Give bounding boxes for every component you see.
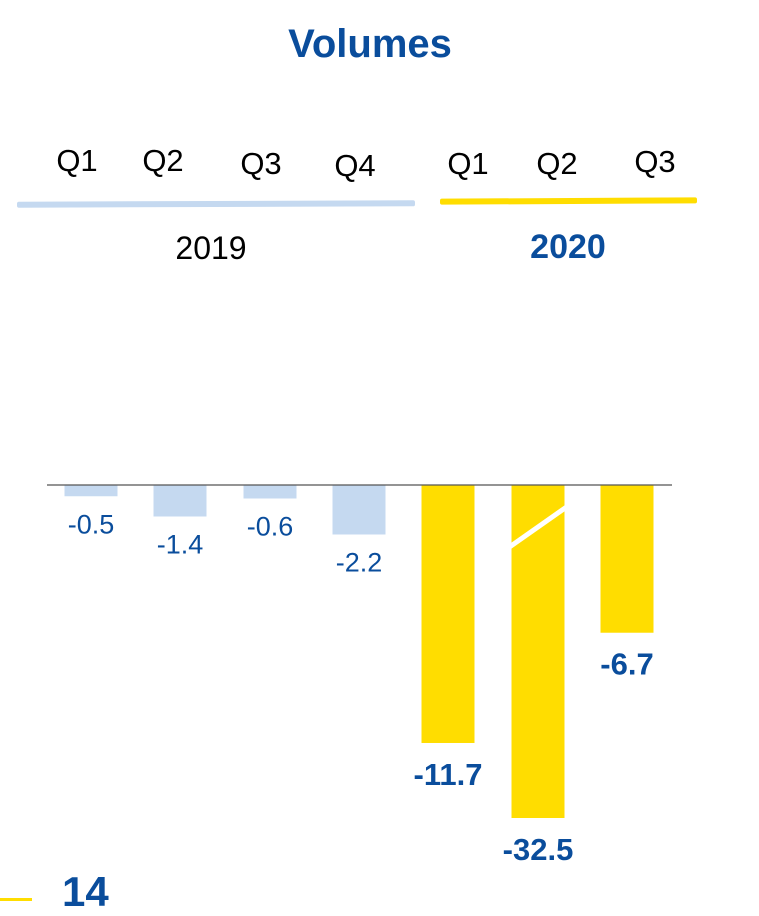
data-label: -6.7	[600, 647, 653, 682]
data-label: -32.5	[503, 832, 574, 867]
bar	[154, 485, 207, 517]
data-label: -11.7	[414, 757, 483, 792]
data-label: -1.4	[157, 530, 204, 560]
page-number: 14	[62, 868, 109, 916]
footer-accent-line	[0, 898, 32, 901]
data-label: -0.6	[247, 512, 294, 542]
bar	[65, 485, 118, 496]
bar-chart: -0.5 -1.4 -0.6 -2.2 -11.7 -32.5 -6.7	[0, 0, 759, 903]
bar	[333, 485, 386, 535]
data-label: -0.5	[68, 509, 115, 539]
bar	[512, 485, 565, 818]
bar	[244, 485, 297, 499]
bar	[422, 485, 475, 743]
bar	[601, 485, 654, 633]
data-label: -2.2	[336, 548, 383, 578]
